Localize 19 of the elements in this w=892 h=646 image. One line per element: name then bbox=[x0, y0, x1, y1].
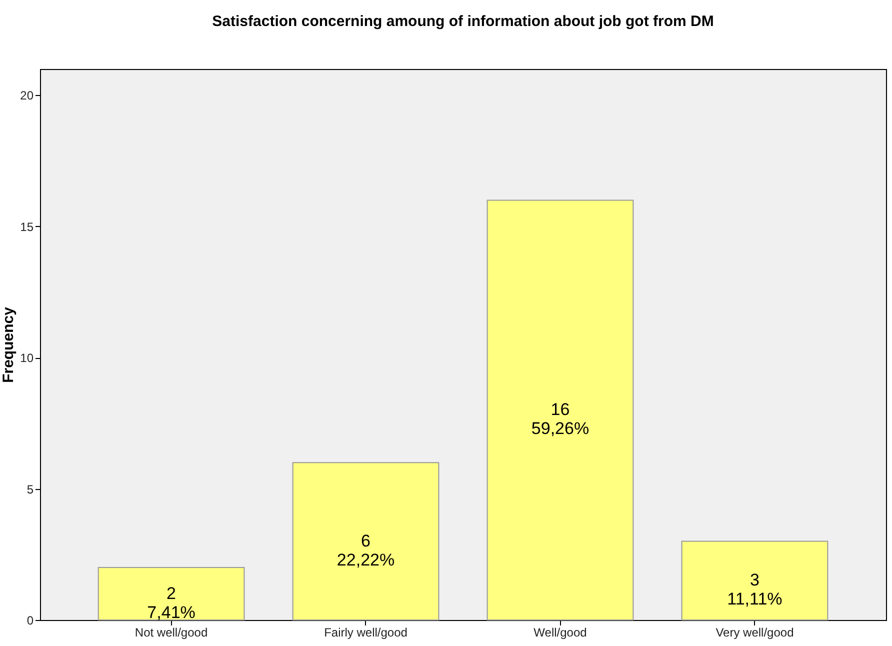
x-tick-label: Not well/good bbox=[134, 626, 208, 640]
y-tick-label: 5 bbox=[26, 482, 34, 496]
bar bbox=[486, 200, 634, 620]
y-tick-label: 20 bbox=[20, 88, 34, 103]
x-tick-label: Fairly well/good bbox=[324, 626, 408, 640]
x-tick-label: Well/good bbox=[534, 626, 587, 640]
data-label: 16 59,26% bbox=[531, 400, 590, 438]
bar bbox=[98, 567, 245, 620]
chart-title: Satisfaction concerning amoung of information about job got from DM bbox=[212, 13, 714, 30]
x-tick-label: Very well/good bbox=[716, 626, 794, 640]
data-label: 2 7,41% bbox=[147, 584, 196, 622]
bar bbox=[681, 540, 828, 620]
y-tick-label: 10 bbox=[20, 351, 34, 366]
data-label: 6 22,22% bbox=[336, 531, 395, 570]
data-label: 3 11,11% bbox=[727, 570, 782, 609]
bar bbox=[292, 462, 440, 620]
y-tick-label: 15 bbox=[20, 220, 34, 234]
y-axis-title: Frequency bbox=[0, 306, 18, 383]
y-tick-label: 0 bbox=[26, 614, 34, 628]
